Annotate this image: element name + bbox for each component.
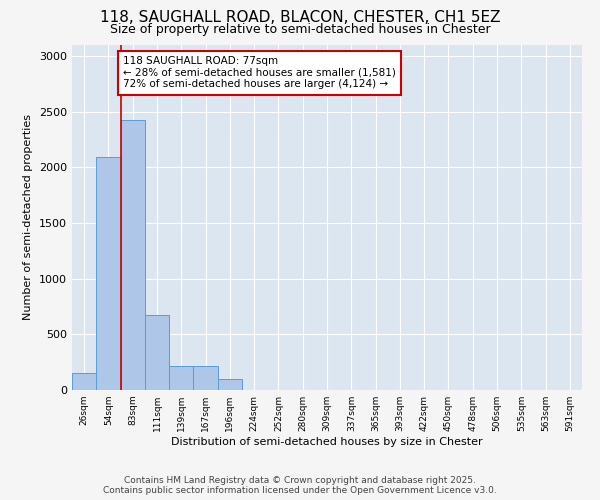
- Y-axis label: Number of semi-detached properties: Number of semi-detached properties: [23, 114, 34, 320]
- Bar: [96, 158, 121, 390]
- Text: 118 SAUGHALL ROAD: 77sqm
← 28% of semi-detached houses are smaller (1,581)
72% o: 118 SAUGHALL ROAD: 77sqm ← 28% of semi-d…: [123, 56, 396, 90]
- Bar: [121, 120, 145, 390]
- Bar: [218, 380, 242, 390]
- Bar: [72, 373, 96, 390]
- X-axis label: Distribution of semi-detached houses by size in Chester: Distribution of semi-detached houses by …: [171, 437, 483, 447]
- Text: Contains HM Land Registry data © Crown copyright and database right 2025.
Contai: Contains HM Land Registry data © Crown c…: [103, 476, 497, 495]
- Text: 118, SAUGHALL ROAD, BLACON, CHESTER, CH1 5EZ: 118, SAUGHALL ROAD, BLACON, CHESTER, CH1…: [100, 10, 500, 25]
- Bar: [145, 316, 169, 390]
- Bar: [193, 366, 218, 390]
- Bar: [169, 366, 193, 390]
- Text: Size of property relative to semi-detached houses in Chester: Size of property relative to semi-detach…: [110, 22, 490, 36]
